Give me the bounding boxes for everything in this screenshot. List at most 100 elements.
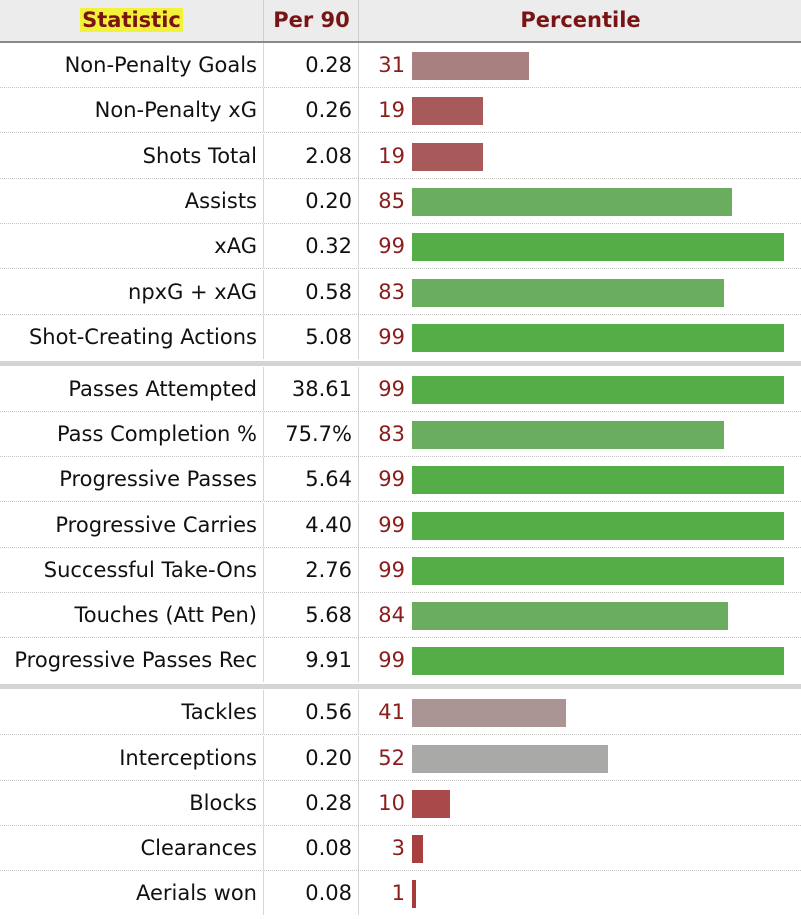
percentile-bar (412, 466, 784, 495)
group-divider (0, 360, 801, 366)
table-row: Progressive Passes Rec 9.91 99 (0, 638, 801, 683)
percentile-cell: 3 (358, 826, 801, 871)
per90-value: 0.08 (263, 826, 358, 871)
percentile-cell: 19 (358, 88, 801, 133)
per90-value: 0.20 (263, 178, 358, 223)
percentile-cell: 83 (358, 411, 801, 456)
stat-name: Non-Penalty Goals (64, 53, 257, 77)
stat-name: Touches (Att Pen) (74, 603, 257, 628)
per90-value: 2.08 (263, 133, 358, 178)
table-row: Passes Attempted 38.61 99 (0, 366, 801, 412)
per90-value: 0.56 (263, 690, 358, 735)
percentile-value: 19 (378, 98, 405, 123)
per90-value: 75.7% (263, 411, 358, 456)
stat-name: Progressive Passes Rec (14, 648, 257, 673)
table-row: Non-Penalty xG 0.26 19 (0, 88, 801, 134)
percentile-value: 99 (378, 467, 405, 492)
percentile-value: 99 (378, 234, 405, 259)
stat-name: Passes Attempted (68, 376, 257, 401)
percentile-cell: 99 (358, 314, 801, 359)
percentile-value: 19 (378, 143, 405, 168)
stat-name: Assists (184, 188, 257, 213)
stat-name: Interceptions (119, 745, 257, 770)
table-row: Aerials won 0.08 1 (0, 871, 801, 916)
percentile-cell: 19 (358, 133, 801, 178)
table-row: Touches (Att Pen) 5.68 84 (0, 593, 801, 639)
table-row: Blocks 0.28 10 (0, 780, 801, 826)
percentile-bar (412, 97, 483, 126)
percentile-value: 99 (378, 648, 405, 673)
percentile-cell: 83 (358, 269, 801, 314)
per90-value: 5.08 (263, 314, 358, 359)
per90-value: 5.64 (263, 457, 358, 502)
percentile-cell: 84 (358, 593, 801, 638)
percentile-cell: 31 (358, 43, 801, 87)
percentile-cell: 99 (358, 366, 801, 411)
percentile-bar (412, 323, 784, 352)
table-row: npxG + xAG 0.58 83 (0, 269, 801, 315)
stat-name: Shot-Creating Actions (28, 324, 257, 349)
table-row: xAG 0.32 99 (0, 224, 801, 270)
percentile-value: 10 (378, 790, 405, 815)
table-row: Shot-Creating Actions 5.08 99 (0, 314, 801, 360)
percentile-cell: 99 (358, 457, 801, 502)
percentile-value: 83 (378, 279, 405, 304)
percentile-bar (412, 233, 784, 262)
table-row: Pass Completion % 75.7% 83 (0, 411, 801, 457)
percentile-bar (412, 699, 566, 728)
percentile-value: 85 (378, 188, 405, 213)
table-row: Assists 0.20 85 (0, 178, 801, 224)
per90-value: 0.28 (263, 780, 358, 825)
table-body: Non-Penalty Goals 0.28 31 Non-Penalty xG 0.2… (0, 43, 801, 917)
header-statistic[interactable]: Statistic (80, 8, 183, 32)
per90-value: 0.58 (263, 269, 358, 314)
percentile-cell: 99 (358, 638, 801, 683)
table-row: Non-Penalty Goals 0.28 31 (0, 43, 801, 88)
percentile-cell: 1 (358, 871, 801, 916)
table-row: Interceptions 0.20 52 (0, 735, 801, 781)
stat-name: Successful Take-Ons (43, 557, 257, 582)
percentile-bar (412, 602, 728, 631)
per90-value: 0.32 (263, 224, 358, 269)
percentile-value: 99 (378, 324, 405, 349)
stat-name: Clearances (140, 836, 257, 861)
stat-name: Aerials won (135, 881, 257, 906)
table-row: Progressive Carries 4.40 99 (0, 502, 801, 548)
stat-name: Shots Total (142, 143, 257, 168)
percentile-value: 3 (391, 836, 405, 861)
group-divider (0, 684, 801, 690)
percentile-value: 84 (378, 603, 405, 628)
stat-name: Progressive Carries (55, 512, 257, 537)
header-percentile[interactable]: Percentile (358, 0, 801, 41)
percentile-cell: 41 (358, 690, 801, 735)
percentile-cell: 99 (358, 224, 801, 269)
per90-value: 0.20 (263, 735, 358, 780)
percentile-bar (412, 556, 784, 585)
percentile-value: 31 (378, 53, 405, 77)
table-row: Shots Total 2.08 19 (0, 133, 801, 179)
per90-value: 9.91 (263, 638, 358, 683)
stat-name: npxG + xAG (128, 279, 257, 304)
per90-value: 4.40 (263, 502, 358, 547)
table-row: Progressive Passes 5.64 99 (0, 457, 801, 503)
percentile-bar (412, 52, 529, 80)
percentile-cell: 99 (358, 547, 801, 592)
percentile-bar (412, 420, 724, 449)
header-per90[interactable]: Per 90 (263, 0, 359, 41)
percentile-cell: 10 (358, 780, 801, 825)
per90-value: 0.08 (263, 871, 358, 916)
percentile-value: 1 (391, 881, 405, 906)
percentile-bar (412, 835, 423, 864)
percentile-cell: 85 (358, 178, 801, 223)
percentile-value: 41 (378, 700, 405, 725)
percentile-value: 99 (378, 512, 405, 537)
percentile-bar (412, 187, 732, 216)
per90-value: 5.68 (263, 593, 358, 638)
stat-name: Progressive Passes (59, 467, 257, 492)
table-row: Successful Take-Ons 2.76 99 (0, 547, 801, 593)
stat-name: Pass Completion % (56, 421, 257, 446)
percentile-value: 99 (378, 376, 405, 401)
percentile-bar (412, 375, 784, 404)
per90-value: 2.76 (263, 547, 358, 592)
